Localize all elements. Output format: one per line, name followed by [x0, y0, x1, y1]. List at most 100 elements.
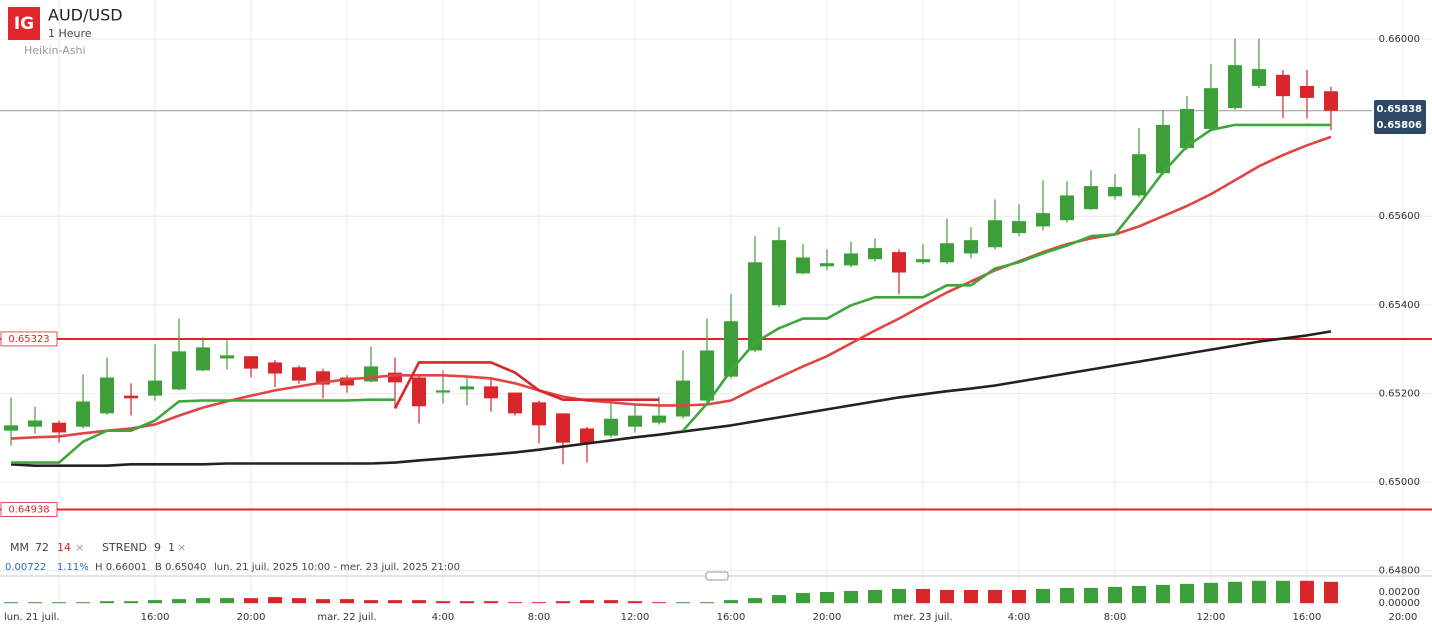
candle-body [915, 259, 930, 263]
sub-bar [891, 588, 906, 604]
sub-bar [652, 602, 667, 604]
plot-area [0, 38, 1432, 604]
sub-bar [747, 598, 762, 604]
sub-bar [52, 602, 67, 604]
change: 0.00722 [5, 562, 46, 573]
price-label-box [1374, 100, 1426, 134]
candle-body [747, 262, 762, 351]
x-tick-label: mar. 22 juil. [317, 612, 376, 623]
candle-body [891, 252, 906, 273]
candle-body [148, 380, 163, 396]
level-label: 0.64938 [8, 505, 49, 516]
sub-bar [364, 600, 379, 604]
level-label-box [0, 331, 58, 347]
sub-bar [1131, 585, 1146, 604]
candle-body [172, 351, 187, 390]
candle-body [819, 263, 834, 267]
candle-body [1107, 186, 1122, 197]
x-tick-label: 16:00 [717, 612, 746, 623]
candle-body [1011, 221, 1026, 234]
sub-bar [843, 590, 858, 604]
candle-body [220, 355, 235, 359]
y-tick-label: 0.66000 [1379, 34, 1420, 45]
sub-bar [1059, 587, 1074, 604]
sub-bar [220, 598, 235, 604]
overlay: lun. 21 juil. 16:00 20:00 mar. 22 juil. 4:00… [0, 34, 1426, 623]
logo-text: IG [14, 14, 34, 34]
sub-bar [532, 602, 547, 604]
sub-bar [987, 589, 1002, 604]
sub-bar [196, 598, 211, 604]
legend-param: 1 [168, 541, 175, 554]
sub-bar [604, 600, 619, 604]
candle-body [76, 401, 91, 427]
sub-bar [939, 589, 954, 604]
price-label: 0.65806 [1376, 120, 1422, 131]
indicator-line [11, 398, 395, 464]
sub-bar [1275, 580, 1290, 604]
sub-bar [412, 600, 427, 604]
candle-body [700, 350, 715, 401]
chart-style: Heikin-Ashi [24, 44, 86, 57]
y-tick-label: 0.65600 [1379, 211, 1420, 222]
sub-bar [1179, 583, 1194, 604]
sub-bar [1083, 587, 1098, 604]
indicator-line [682, 123, 1331, 432]
candle-body [196, 347, 211, 371]
symbol: AUD/USD [48, 6, 123, 25]
x-tick-label: 16:00 [141, 612, 170, 623]
candle-body [292, 367, 307, 381]
low: B 0.65040 [155, 562, 206, 573]
sub-bar [963, 589, 978, 604]
candle-body [723, 321, 738, 377]
candle-body [412, 377, 427, 407]
logo [8, 7, 40, 40]
sub-bar [508, 602, 523, 604]
sub-bar [1155, 584, 1170, 604]
sub-bar [28, 602, 43, 604]
panel-handle[interactable] [705, 571, 729, 581]
x-tick-label: 16:00 [1293, 612, 1322, 623]
sub-bar [795, 593, 810, 604]
x-tick-label: 12:00 [621, 612, 650, 623]
candle-body [939, 243, 954, 263]
sub-bar [867, 589, 882, 604]
sub-bar [148, 600, 163, 604]
candle-body [1227, 65, 1242, 109]
sub-bar [340, 599, 355, 604]
x-tick-label: 20:00 [1389, 612, 1418, 623]
candle-body [1299, 85, 1314, 98]
candle-body [268, 362, 283, 374]
interval: 1 Heure [48, 27, 92, 40]
x-tick-label: mer. 23 juil. [893, 612, 952, 623]
x-tick-label: 4:00 [432, 612, 454, 623]
sub-bar [771, 595, 786, 604]
level-label: 0.65323 [8, 334, 49, 345]
legend-label: STREND [102, 541, 147, 554]
high: H 0.66001 [95, 562, 147, 573]
candle-body [340, 377, 355, 386]
x-tick-label: 20:00 [813, 612, 842, 623]
sub-bar [628, 601, 643, 604]
candle-body [1323, 91, 1338, 111]
candle-body [987, 220, 1002, 248]
sub-bar [388, 600, 403, 604]
candle-body [52, 422, 67, 433]
sub-bar [723, 600, 738, 604]
candle-body [843, 253, 858, 266]
candle-body [460, 386, 475, 390]
legend-close[interactable]: × [177, 541, 186, 554]
legend-label: MM [10, 541, 29, 554]
candle-body [963, 240, 978, 254]
x-tick-label: 4:00 [1008, 612, 1030, 623]
legend-close[interactable]: × [75, 541, 84, 554]
price-label: 0.65838 [1376, 104, 1422, 115]
candle-body [484, 386, 499, 399]
sub-bar [1203, 582, 1218, 604]
candle-body [28, 420, 43, 427]
sub-bar [819, 592, 834, 604]
x-tick-label: 20:00 [237, 612, 266, 623]
candle-body [1203, 88, 1218, 129]
sub-bar [700, 602, 715, 604]
